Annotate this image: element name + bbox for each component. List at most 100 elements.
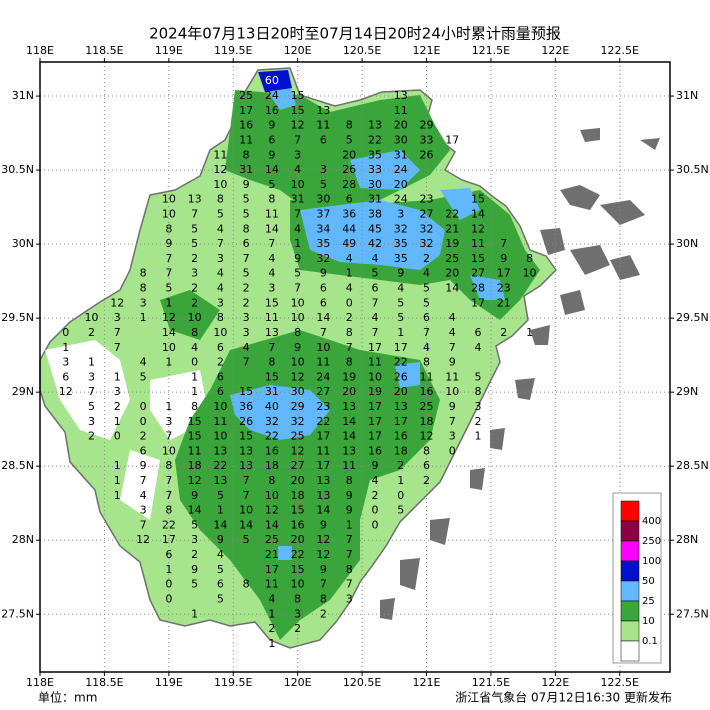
rain-value: 10 (291, 311, 305, 324)
rain-value: 5 (294, 267, 301, 280)
rain-value: 17 (368, 415, 382, 428)
unit-label: 单位：mm (38, 690, 97, 705)
rain-value: 1 (397, 326, 404, 339)
rain-value: 15 (471, 252, 485, 265)
rain-value: 4 (423, 267, 430, 280)
rain-value: 2 (88, 326, 95, 339)
rain-value: 7 (371, 296, 378, 309)
rain-value: 3 (475, 400, 482, 413)
rain-value: 4 (449, 311, 456, 324)
rain-value: 9 (294, 341, 301, 354)
x-tick-label: 120.5E (343, 676, 381, 689)
rain-value: 2 (320, 607, 327, 620)
rain-value: 10 (213, 326, 227, 339)
legend-swatch (620, 520, 640, 542)
x-tick-label: 118E (26, 44, 54, 57)
rain-value: 3 (191, 267, 198, 280)
rain-value: 32 (291, 415, 305, 428)
rain-value: 9 (346, 504, 353, 517)
rain-value: 9 (449, 400, 456, 413)
x-tick-label: 122E (541, 676, 569, 689)
rain-value: 17 (368, 341, 382, 354)
rain-value: 5 (243, 533, 250, 546)
rain-value: 1 (114, 474, 121, 487)
rain-value: 15 (291, 563, 305, 576)
legend-label: 400 (642, 516, 661, 527)
rain-value: 10 (85, 311, 99, 324)
rain-value: 2 (500, 326, 507, 339)
rain-value: 15 (291, 504, 305, 517)
rain-value: 5 (346, 133, 353, 146)
y-tick-label: 29N (676, 385, 698, 398)
rain-value: 11 (420, 370, 434, 383)
rain-value: 25 (291, 430, 305, 443)
rain-value: 32 (265, 415, 279, 428)
rain-value: 1 (165, 356, 172, 369)
rain-value: 38 (368, 208, 382, 221)
rain-value: 14 (342, 430, 356, 443)
rain-value: 3 (217, 252, 224, 265)
rain-value: 2 (423, 252, 430, 265)
issuer-note: 浙江省气象台 07月12日16:30 更新发布 (455, 690, 672, 705)
rain-value: 5 (243, 193, 250, 206)
legend-label: 25 (642, 596, 655, 607)
rain-value: 14 (162, 326, 176, 339)
rain-value: 7 (268, 341, 275, 354)
legend-swatch (620, 580, 640, 602)
rain-value: 9 (165, 237, 172, 250)
legend-label: 50 (642, 576, 655, 587)
rain-value: 7 (320, 326, 327, 339)
rain-value: 8 (140, 267, 147, 280)
rain-value: 13 (316, 474, 330, 487)
rain-value: 9 (217, 533, 224, 546)
rain-value: 28 (342, 178, 356, 191)
rain-value: 30 (368, 178, 382, 191)
rain-value: 6 (165, 548, 172, 561)
rain-value: 44 (342, 222, 356, 235)
rain-value: 15 (265, 296, 279, 309)
rain-value: 22 (445, 208, 459, 221)
rain-value: 14 (213, 518, 227, 531)
rain-value: 17 (239, 104, 253, 117)
rain-value: 22 (291, 548, 305, 561)
rain-value: 8 (165, 504, 172, 517)
x-tick-label: 120E (284, 676, 312, 689)
rain-value: 20 (394, 178, 408, 191)
rain-value: 20 (445, 267, 459, 280)
rain-value: 31 (265, 385, 279, 398)
rain-value: 6 (217, 341, 224, 354)
rain-value: 22 (394, 356, 408, 369)
x-tick-label: 121E (413, 676, 441, 689)
rain-value: 5 (423, 296, 430, 309)
rain-value: 26 (420, 148, 434, 161)
rain-value: 14 (316, 311, 330, 324)
rain-value: 14 (471, 208, 485, 221)
rain-value: 24 (394, 163, 408, 176)
y-tick-label: 27.5N (1, 607, 34, 620)
rain-value: 16 (368, 444, 382, 457)
rain-value: 7 (423, 326, 430, 339)
rain-value: 7 (268, 237, 275, 250)
rain-value: 14 (445, 282, 459, 295)
rain-value: 9 (243, 178, 250, 191)
x-tick-label: 119E (155, 676, 183, 689)
rain-value: 11 (265, 311, 279, 324)
rain-value: 11 (316, 356, 330, 369)
rain-value: 1 (217, 504, 224, 517)
rain-value: 7 (449, 415, 456, 428)
rain-value: 17 (316, 430, 330, 443)
rain-value: 10 (213, 178, 227, 191)
rain-value: 5 (217, 489, 224, 502)
rain-value: 9 (320, 518, 327, 531)
rain-value: 12 (59, 385, 73, 398)
rain-value: 8 (165, 222, 172, 235)
rain-value: 12 (420, 430, 434, 443)
rain-value: 6 (243, 237, 250, 250)
rain-value: 2 (346, 311, 353, 324)
rain-value: 3 (243, 311, 250, 324)
map-frame (39, 61, 671, 673)
rain-value: 2 (294, 622, 301, 635)
rain-value: 7 (346, 578, 353, 591)
rain-value: 45 (368, 222, 382, 235)
rain-value: 2 (371, 489, 378, 502)
